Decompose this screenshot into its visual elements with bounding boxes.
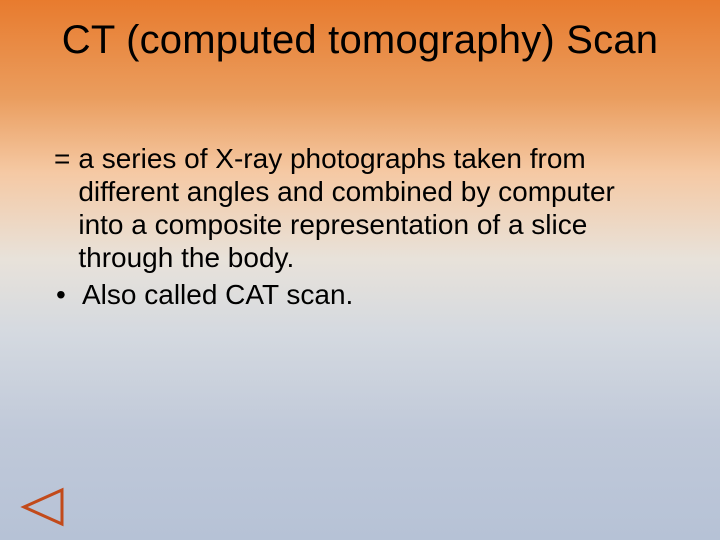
definition-row: = a series of X-ray photographs taken fr… xyxy=(54,142,666,274)
bullet-row: • Also called CAT scan. xyxy=(54,278,666,311)
slide-title: CT (computed tomography) Scan xyxy=(0,18,720,63)
definition-prefix: = xyxy=(54,142,78,274)
bullet-text: Also called CAT scan. xyxy=(82,278,666,311)
definition-text: a series of X-ray photographs taken from… xyxy=(78,142,666,274)
slide-body: = a series of X-ray photographs taken fr… xyxy=(54,142,666,311)
back-triangle-icon xyxy=(18,486,68,528)
bullet-marker: • xyxy=(54,278,82,311)
back-button[interactable] xyxy=(18,486,68,528)
slide: CT (computed tomography) Scan = a series… xyxy=(0,0,720,540)
